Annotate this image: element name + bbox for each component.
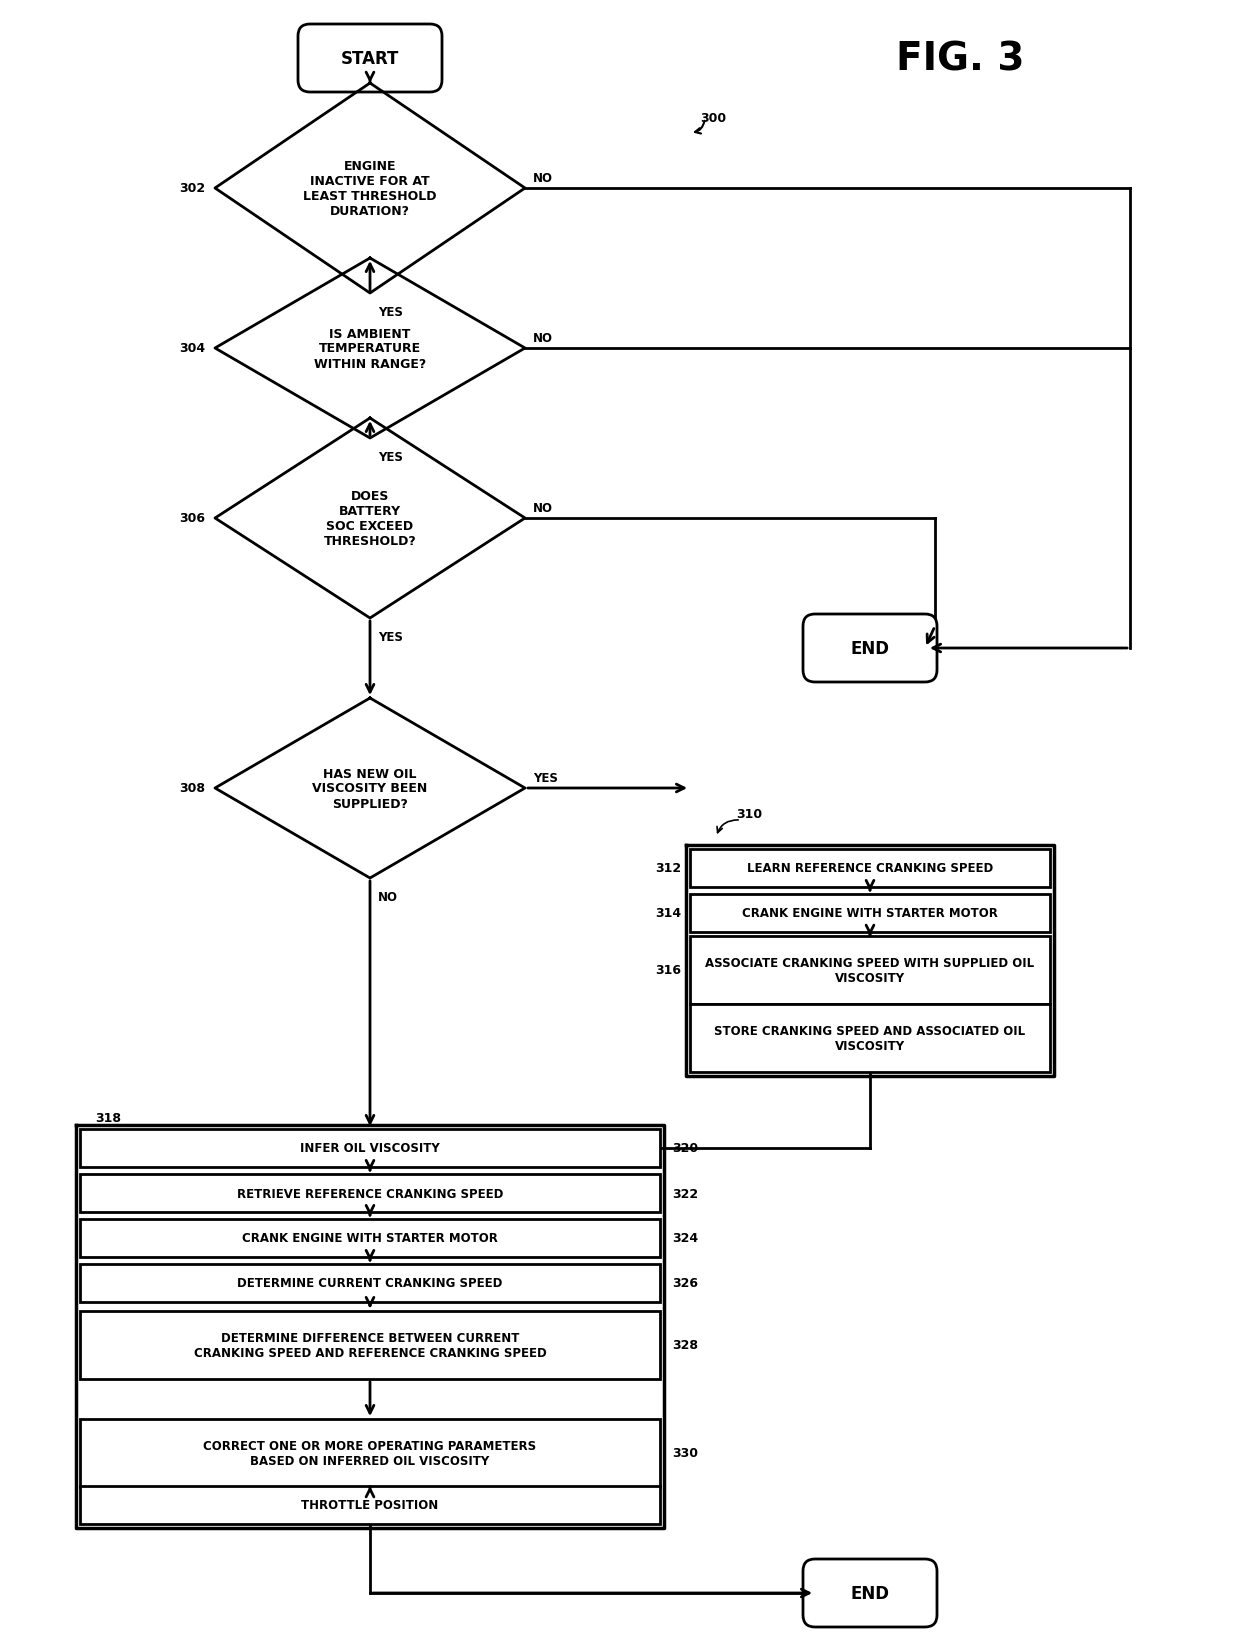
Text: THROTTLE POSITION: THROTTLE POSITION (301, 1498, 439, 1511)
Bar (81, 1419, 660, 1486)
Text: 330: 330 (672, 1447, 698, 1460)
Text: NO: NO (533, 333, 553, 346)
Polygon shape (215, 699, 525, 878)
Text: ENGINE
INACTIVE FOR AT
LEAST THRESHOLD
DURATION?: ENGINE INACTIVE FOR AT LEAST THRESHOLD D… (304, 160, 436, 218)
Bar (81, 1175, 660, 1213)
Bar (81, 1486, 660, 1524)
Text: 324: 324 (672, 1231, 698, 1244)
Polygon shape (215, 84, 525, 293)
Text: END: END (851, 1584, 889, 1602)
Text: YES: YES (378, 307, 403, 318)
Text: YES: YES (378, 450, 403, 463)
Text: START: START (341, 49, 399, 68)
Bar (689, 849, 1050, 888)
Bar (689, 936, 1050, 1004)
Bar (689, 895, 1050, 933)
FancyBboxPatch shape (298, 25, 441, 92)
Text: 300: 300 (701, 112, 727, 125)
Text: CRANK ENGINE WITH STARTER MOTOR: CRANK ENGINE WITH STARTER MOTOR (242, 1231, 498, 1244)
Text: 328: 328 (672, 1338, 698, 1351)
Text: 318: 318 (95, 1112, 122, 1126)
Text: 306: 306 (179, 513, 205, 526)
Text: 322: 322 (672, 1187, 698, 1200)
Text: 304: 304 (179, 343, 205, 356)
Text: HAS NEW OIL
VISCOSITY BEEN
SUPPLIED?: HAS NEW OIL VISCOSITY BEEN SUPPLIED? (312, 766, 428, 811)
Text: LEARN REFERENCE CRANKING SPEED: LEARN REFERENCE CRANKING SPEED (746, 862, 993, 875)
Text: 310: 310 (737, 808, 763, 821)
Text: 326: 326 (672, 1277, 698, 1290)
Text: RETRIEVE REFERENCE CRANKING SPEED: RETRIEVE REFERENCE CRANKING SPEED (237, 1187, 503, 1200)
Text: 302: 302 (179, 183, 205, 196)
Bar (81, 1129, 660, 1167)
Text: NO: NO (533, 503, 553, 516)
Text: 308: 308 (179, 783, 205, 794)
Bar (81, 1312, 660, 1379)
Polygon shape (215, 259, 525, 438)
Text: 312: 312 (655, 862, 681, 875)
Bar (689, 1004, 1050, 1073)
Text: DOES
BATTERY
SOC EXCEED
THRESHOLD?: DOES BATTERY SOC EXCEED THRESHOLD? (324, 489, 417, 547)
Text: 316: 316 (655, 964, 681, 977)
Text: YES: YES (533, 771, 558, 784)
Text: NO: NO (533, 173, 553, 185)
Text: IS AMBIENT
TEMPERATURE
WITHIN RANGE?: IS AMBIENT TEMPERATURE WITHIN RANGE? (314, 328, 427, 371)
Text: ASSOCIATE CRANKING SPEED WITH SUPPLIED OIL
VISCOSITY: ASSOCIATE CRANKING SPEED WITH SUPPLIED O… (706, 956, 1034, 984)
FancyBboxPatch shape (804, 1559, 937, 1627)
Text: DETERMINE CURRENT CRANKING SPEED: DETERMINE CURRENT CRANKING SPEED (237, 1277, 502, 1290)
Text: CRANK ENGINE WITH STARTER MOTOR: CRANK ENGINE WITH STARTER MOTOR (742, 906, 998, 920)
Text: NO: NO (378, 890, 398, 903)
Text: DETERMINE DIFFERENCE BETWEEN CURRENT
CRANKING SPEED AND REFERENCE CRANKING SPEED: DETERMINE DIFFERENCE BETWEEN CURRENT CRA… (193, 1332, 547, 1360)
Text: STORE CRANKING SPEED AND ASSOCIATED OIL
VISCOSITY: STORE CRANKING SPEED AND ASSOCIATED OIL … (714, 1025, 1025, 1053)
Text: 314: 314 (655, 906, 681, 920)
Text: INFER OIL VISCOSITY: INFER OIL VISCOSITY (300, 1142, 440, 1155)
FancyBboxPatch shape (804, 615, 937, 682)
Text: CORRECT ONE OR MORE OPERATING PARAMETERS
BASED ON INFERRED OIL VISCOSITY: CORRECT ONE OR MORE OPERATING PARAMETERS… (203, 1439, 537, 1467)
Polygon shape (215, 419, 525, 618)
Text: FIG. 3: FIG. 3 (895, 40, 1024, 77)
Bar (81, 1220, 660, 1257)
Text: 320: 320 (672, 1142, 698, 1155)
Text: YES: YES (378, 631, 403, 644)
Bar (81, 1264, 660, 1302)
Text: END: END (851, 639, 889, 658)
